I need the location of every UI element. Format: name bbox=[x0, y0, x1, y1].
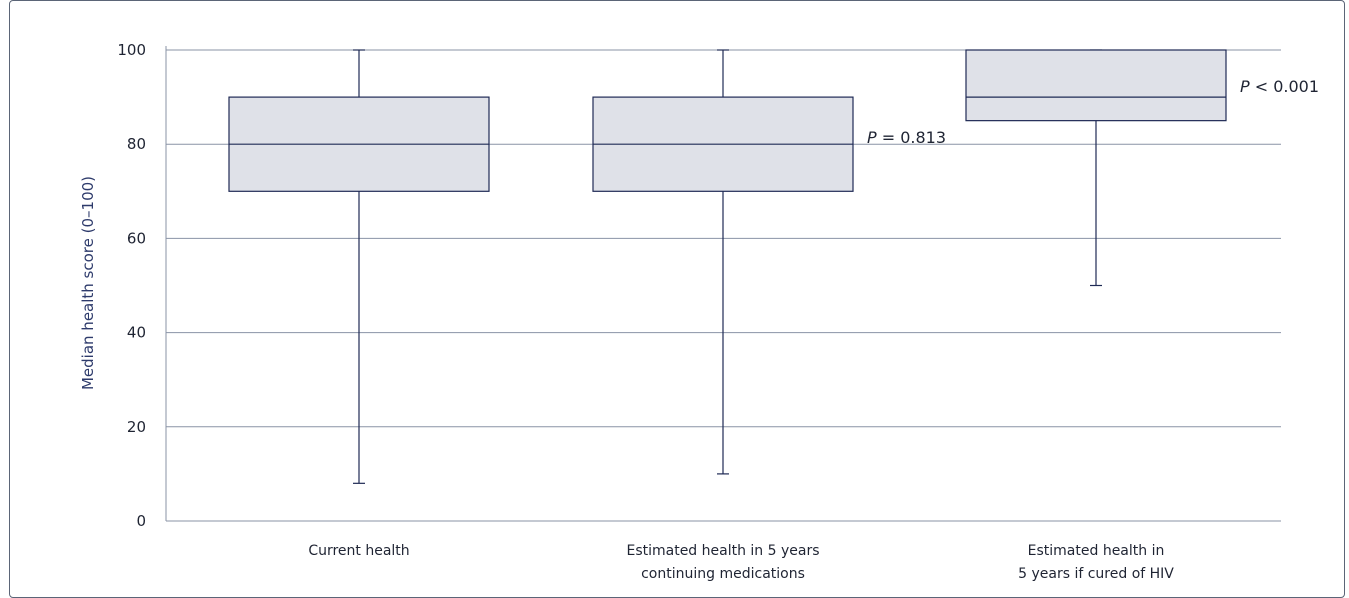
p-value-text: = 0.813 bbox=[877, 128, 946, 147]
p-symbol: P bbox=[867, 128, 877, 147]
box-2: P = 0.813 bbox=[592, 49, 946, 475]
y-tick-label: 20 bbox=[127, 418, 146, 436]
p-value-label: P = 0.813 bbox=[867, 128, 946, 147]
y-tick-label: 40 bbox=[127, 324, 146, 342]
box-1 bbox=[228, 49, 490, 484]
y-tick-label: 0 bbox=[136, 512, 146, 530]
x-category-label: 5 years if cured of HIV bbox=[1018, 566, 1174, 582]
x-category-label: Estimated health in bbox=[1028, 543, 1165, 559]
y-tick-labels: 0 20 40 60 80 100 bbox=[117, 41, 146, 530]
p-symbol: P bbox=[1240, 77, 1250, 96]
x-category-label: Estimated health in 5 years bbox=[626, 543, 819, 559]
x-category-label: Current health bbox=[308, 543, 409, 559]
p-value-label: P < 0.001 bbox=[1240, 77, 1319, 96]
y-tick-label: 60 bbox=[127, 229, 146, 247]
box-3: P < 0.001 bbox=[965, 49, 1319, 287]
y-tick-label: 100 bbox=[117, 41, 146, 59]
y-tick-label: 80 bbox=[127, 135, 146, 153]
y-axis-title: Median health score (0–100) bbox=[79, 176, 97, 390]
iqr-box bbox=[965, 49, 1227, 122]
p-value-text: < 0.001 bbox=[1250, 77, 1319, 96]
x-category-label: continuing medications bbox=[641, 566, 805, 582]
x-category-labels: Current health Estimated health in 5 year… bbox=[308, 543, 1174, 582]
